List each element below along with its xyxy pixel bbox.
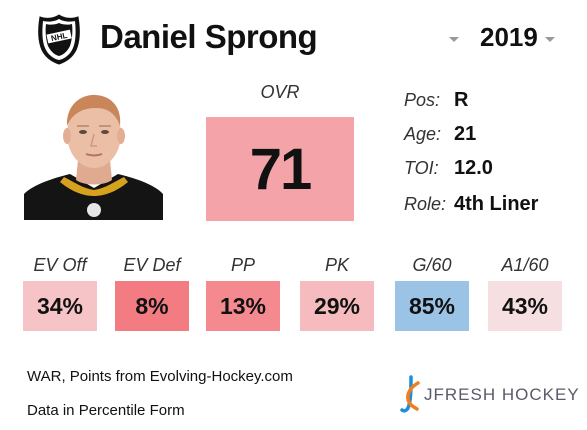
stat-label-ev-def: EV Def [123, 255, 181, 275]
data-form-note: Data in Percentile Form [27, 402, 185, 419]
nhl-shield-icon: NHL [38, 14, 80, 65]
stat-label-g60: G/60 [412, 255, 452, 275]
stat-value-g60: 85% [395, 281, 469, 331]
info-row-toi: TOI: 12.0 [404, 153, 493, 183]
svg-text:NHL: NHL [50, 31, 68, 43]
jfresh-hockey-logo-icon [400, 375, 420, 413]
season-select[interactable]: 2019 [480, 22, 538, 52]
role-label: Role: [404, 193, 447, 214]
stat-value-a1-60: 43% [488, 281, 562, 331]
brand-name: JFRESH HOCKEY [424, 385, 580, 404]
position-label: Pos: [404, 89, 441, 110]
player-name: Daniel Sprong [100, 18, 318, 55]
stat-value-ev-def: 8% [115, 281, 189, 331]
stat-value-pk: 29% [300, 281, 374, 331]
player-photo [24, 82, 163, 220]
stat-value-pp: 13% [206, 281, 280, 331]
source-note: WAR, Points from Evolving-Hockey.com [27, 368, 293, 385]
stat-label-pk: PK [324, 255, 349, 275]
stat-label-pp: PP [230, 255, 255, 275]
age-value: 21 [454, 122, 477, 145]
info-row-position: Pos: R [404, 85, 468, 115]
role-value: 4th Liner [454, 192, 539, 215]
toi-label: TOI: [404, 157, 439, 178]
stat-value-ev-off: 34% [23, 281, 97, 331]
stat-label-a1-60: A1/60 [501, 255, 549, 275]
brand-logo: JFRESH HOCKEY [399, 375, 580, 415]
info-row-age: Age: 21 [404, 119, 476, 149]
position-value: R [454, 88, 469, 111]
player-dropdown-arrow-icon[interactable] [449, 37, 459, 42]
toi-value: 12.0 [454, 156, 493, 179]
season-dropdown-arrow-icon[interactable] [545, 37, 555, 42]
age-label: Age: [404, 123, 442, 144]
ovr-value: 71 [206, 117, 354, 221]
info-row-role: Role: 4th Liner [404, 189, 538, 219]
ovr-label: OVR [260, 82, 300, 102]
stat-label-ev-off: EV Off [33, 255, 87, 275]
